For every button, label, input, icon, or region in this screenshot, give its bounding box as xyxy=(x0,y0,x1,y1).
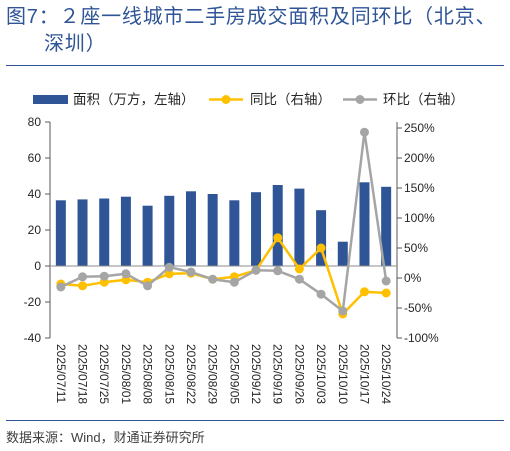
mom-point-2025-07-11 xyxy=(56,282,66,292)
left-axis-tick-label: 0 xyxy=(34,259,41,273)
figure-label: 图7： xyxy=(6,6,60,28)
x-axis-tick-label: 2025/07/11 xyxy=(54,344,68,403)
x-axis-tick-label: 2025/08/08 xyxy=(141,344,155,404)
legend-item-area: 面积（万方，左轴） xyxy=(33,92,195,107)
right-axis-tick-label: -100% xyxy=(404,331,439,345)
mom-point-2025-07-25 xyxy=(99,271,109,281)
area-bar-2025-09-26 xyxy=(294,188,305,266)
mom-point-2025-08-15 xyxy=(164,262,174,272)
mom-point-2025-08-22 xyxy=(186,267,196,277)
mom-point-2025-08-08 xyxy=(143,281,153,291)
x-axis-tick-label: 2025/10/10 xyxy=(336,344,350,404)
area-bar-2025-08-15 xyxy=(164,195,175,266)
x-axis-tick-label: 2025/07/18 xyxy=(76,344,90,404)
right-axis-tick-label: 200% xyxy=(404,151,435,165)
legend: 面积（万方，左轴） 同比（右轴） 环比（右轴） xyxy=(33,92,464,107)
x-axis-tick-label: 2025/09/19 xyxy=(271,344,285,404)
legend-label-yoy: 同比（右轴） xyxy=(250,92,331,107)
x-axis-tick-label: 2025/09/12 xyxy=(249,344,263,404)
mom-point-2025-09-05 xyxy=(229,277,239,287)
x-axis: 2025/07/11 2025/07/18 2025/07/25 2025/08/01… xyxy=(50,265,397,404)
yoy-point-2025-10-24 xyxy=(381,288,391,298)
area-bar-2025-07-18 xyxy=(77,199,88,266)
title-divider xyxy=(6,65,504,66)
mom-line xyxy=(59,130,388,313)
mom-point-2025-08-01 xyxy=(121,269,131,279)
left-axis: 80 60 40 20 0 -20 -40 xyxy=(24,115,51,345)
area-bar-2025-09-12 xyxy=(251,192,262,266)
x-axis-tick-label: 2025/10/03 xyxy=(314,344,328,404)
bar-series-area xyxy=(55,182,392,266)
area-bar-2025-08-29 xyxy=(207,194,218,266)
mom-point-2025-10-17 xyxy=(359,127,369,137)
right-axis-tick-label: 250% xyxy=(404,121,435,135)
legend-item-mom: 环比（右轴） xyxy=(343,92,464,107)
line-series-mom xyxy=(56,127,391,316)
area-bar-2025-08-08 xyxy=(142,205,153,266)
x-axis-tick-label: 2025/08/22 xyxy=(184,344,198,404)
right-axis-tick-label: 100% xyxy=(404,211,435,225)
area-bar-2025-09-05 xyxy=(229,200,240,266)
left-axis-tick-label: 40 xyxy=(28,187,42,201)
x-axis-tick-label: 2025/07/25 xyxy=(97,344,111,404)
area-bar-2025-09-19 xyxy=(272,185,283,266)
legend-swatch-area xyxy=(33,95,68,104)
yoy-point-2025-09-26 xyxy=(294,264,304,274)
right-axis: 250% 200% 150% 100% 50% 0% -50% -100% xyxy=(396,121,439,345)
yoy-point-2025-09-19 xyxy=(273,233,283,243)
source-note: 数据来源：Wind，财通证券研究所 xyxy=(6,430,205,445)
x-axis-tick-label: 2025/10/17 xyxy=(357,344,371,404)
area-bar-2025-10-17 xyxy=(359,182,370,266)
legend-label-mom: 环比（右轴） xyxy=(383,92,464,107)
area-bar-2025-08-22 xyxy=(185,191,196,266)
mom-point-2025-10-03 xyxy=(316,289,326,299)
area-bar-2025-10-24 xyxy=(381,186,392,266)
right-axis-tick-label: 0% xyxy=(404,271,422,285)
plot-area: 80 60 40 20 0 -20 -40 250% 200% 150% 100% 50% 0% -50%… xyxy=(24,115,439,404)
yoy-point-2025-08-15 xyxy=(164,269,174,279)
area-bar-2025-07-11 xyxy=(55,200,66,266)
right-axis-tick-label: 50% xyxy=(404,241,428,255)
area-bar-2025-07-25 xyxy=(99,198,110,266)
mom-point-2025-09-26 xyxy=(294,274,304,284)
mom-point-2025-10-24 xyxy=(381,276,391,286)
mom-point-2025-09-12 xyxy=(251,265,261,275)
left-axis-tick-label: -20 xyxy=(24,295,42,309)
area-bar-2025-10-03 xyxy=(316,210,327,266)
area-bar-2025-10-10 xyxy=(337,241,348,266)
legend-label-area: 面积（万方，左轴） xyxy=(73,92,195,107)
legend-marker-yoy xyxy=(221,95,231,104)
yoy-point-2025-10-17 xyxy=(359,287,369,297)
left-axis-tick-label: -40 xyxy=(24,331,42,345)
left-axis-tick-label: 20 xyxy=(28,223,42,237)
x-axis-tick-label: 2025/08/15 xyxy=(162,344,176,404)
area-bar-2025-08-01 xyxy=(120,196,131,266)
x-axis-tick-label: 2025/10/24 xyxy=(379,344,393,404)
figure-title: 图7：２座一线城市二手房成交面积及同环比（北京、深圳） xyxy=(6,4,504,58)
right-axis-tick-label: 150% xyxy=(404,181,435,195)
legend-marker-mom xyxy=(355,95,365,104)
legend-item-yoy: 同比（右轴） xyxy=(209,92,331,107)
yoy-point-2025-10-03 xyxy=(316,243,326,253)
yoy-line xyxy=(59,236,388,316)
x-axis-tick-label: 2025/08/01 xyxy=(119,344,133,404)
chart-title: ２座一线城市二手房成交面积及同环比（北京、深圳） xyxy=(44,6,497,55)
x-axis-tick-label: 2025/09/05 xyxy=(227,344,241,404)
left-axis-tick-label: 80 xyxy=(28,115,42,129)
yoy-point-2025-07-18 xyxy=(78,281,88,291)
mom-point-2025-10-10 xyxy=(338,306,348,316)
mom-point-2025-07-18 xyxy=(78,272,88,282)
x-axis-tick-label: 2025/08/29 xyxy=(206,344,220,404)
source-divider xyxy=(6,420,504,421)
right-axis-tick-label: -50% xyxy=(404,301,432,315)
mom-point-2025-08-29 xyxy=(208,274,218,284)
left-axis-tick-label: 60 xyxy=(28,151,42,165)
x-axis-tick-label: 2025/09/26 xyxy=(292,344,306,404)
mom-point-2025-09-19 xyxy=(273,266,283,276)
